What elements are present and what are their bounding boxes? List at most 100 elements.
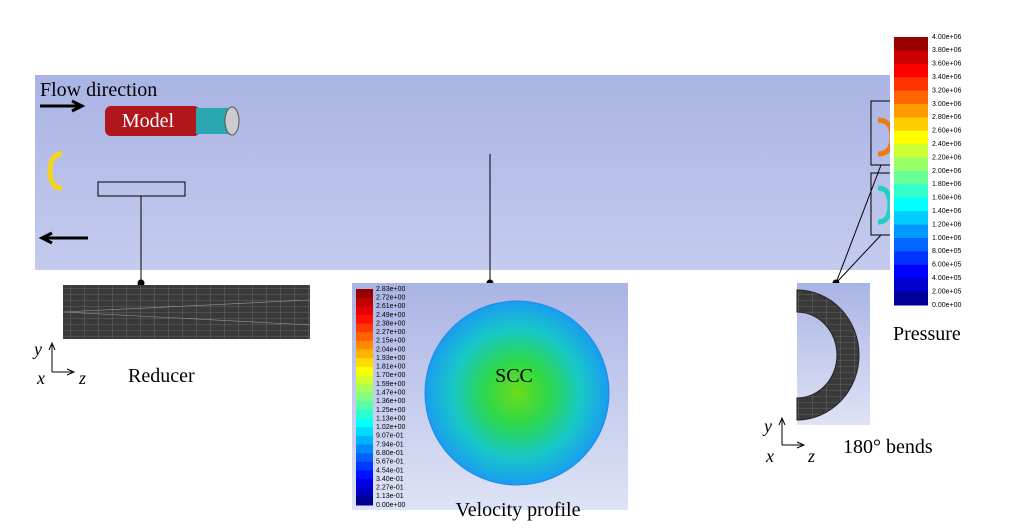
colorbar-label: 3.60e+06: [932, 61, 961, 68]
colorbar-segment: [356, 384, 373, 394]
colorbar-label: 1.20e+06: [932, 221, 961, 228]
colorbar-label: 4.54e-01: [376, 467, 404, 474]
flow-arrow: [38, 231, 88, 245]
colorbar-label: 9.07e-01: [376, 433, 404, 440]
colorbar-segment: [356, 401, 373, 411]
colorbar-segment: [894, 171, 928, 185]
colorbar-label: 1.00e+06: [932, 235, 961, 242]
colorbar-segment: [356, 470, 373, 480]
colorbar-segment: [356, 418, 373, 428]
colorbar-segment: [356, 314, 373, 325]
colorbar-label: 3.00e+06: [932, 101, 961, 108]
colorbar-segment: [356, 349, 373, 359]
colorbar-label: 2.83e+00: [376, 286, 405, 293]
colorbar-label: 1.13e+00: [376, 415, 405, 422]
axis-label: x: [36, 368, 45, 388]
colorbar-segment: [894, 278, 928, 293]
colorbar-segment: [894, 117, 928, 132]
colorbar-label: 0.00e+00: [376, 502, 405, 509]
colorbar-segment: [356, 332, 373, 342]
colorbar-label: 2.49e+00: [376, 312, 405, 319]
colorbar-segment: [356, 323, 373, 333]
colorbar-label: 1.59e+00: [376, 381, 405, 388]
scc-label: SCC: [495, 365, 533, 387]
colorbar-segment: [894, 50, 928, 65]
colorbar-label: 8.00e+05: [932, 248, 961, 255]
colorbar-segment: [894, 77, 928, 92]
colorbar-label: 2.00e+05: [932, 288, 961, 295]
colorbar-label: 1.02e+00: [376, 424, 405, 431]
colorbar-segment: [894, 238, 928, 252]
reducer-mesh: [62, 299, 311, 326]
colorbar-segment: [356, 366, 373, 376]
colorbar-label: 1.40e+06: [932, 208, 961, 215]
reducer-mesh: [63, 285, 310, 339]
colorbar-segment: [356, 306, 373, 316]
flow-arrow: [40, 99, 86, 113]
colorbar-label: 6.80e-01: [376, 450, 404, 457]
colorbar-label: 1.47e+00: [376, 390, 405, 397]
colorbar-label: 3.40e+06: [932, 74, 961, 81]
colorbar-label: 5.67e-01: [376, 459, 404, 466]
colorbar-segment: [894, 37, 928, 51]
colorbar-segment: [894, 104, 928, 118]
colorbar-label: 2.15e+00: [376, 338, 405, 345]
axis-label: x: [765, 446, 774, 466]
colorbar-label: 1.80e+06: [932, 181, 961, 188]
model-label: Model: [122, 110, 175, 132]
pressure-label: Pressure: [893, 323, 961, 345]
colorbar-label: 2.72e+00: [376, 294, 405, 301]
colorbar-label: 2.04e+00: [376, 346, 405, 353]
axis-label: z: [78, 368, 86, 388]
colorbar-segment: [356, 461, 373, 471]
colorbar-label: 1.70e+00: [376, 372, 405, 379]
colorbar-segment: [894, 130, 928, 145]
axis-label: y: [32, 339, 42, 359]
colorbar-segment: [894, 184, 928, 199]
colorbar-segment: [356, 427, 373, 437]
model-cylinder: [105, 106, 240, 136]
colorbar-segment: [894, 291, 928, 306]
colorbar-label: 2.27e-01: [376, 485, 404, 492]
colorbar-segment: [894, 63, 928, 78]
reducer-label: Reducer: [128, 365, 195, 387]
colorbar-label: 2.61e+00: [376, 303, 405, 310]
colorbar-label: 1.36e+00: [376, 398, 405, 405]
colorbar-segment: [356, 453, 373, 463]
colorbar-label: 3.20e+06: [932, 87, 961, 94]
colorbar-label: 2.38e+00: [376, 320, 405, 327]
colorbar-label: 2.80e+06: [932, 114, 961, 121]
colorbar-segment: [356, 289, 373, 299]
colorbar-segment: [894, 224, 928, 239]
colorbar-segment: [356, 487, 373, 497]
colorbar-segment: [894, 144, 928, 159]
colorbar-label: 2.40e+06: [932, 141, 961, 148]
pressure-colorbar: 4.00e+06 3.80e+06 3.60e+06 3.40e+06 3.20e+06…: [894, 34, 961, 309]
colorbar-segment: [356, 435, 373, 446]
colorbar-segment: [894, 264, 928, 279]
colorbar-label: 4.00e+05: [932, 275, 961, 282]
pipes: [40, 117, 895, 225]
colorbar-segment: [894, 157, 928, 172]
colorbar-label: 3.80e+06: [932, 47, 961, 54]
axes-icon: [778, 416, 806, 449]
domain-background: [35, 75, 893, 270]
colorbar-label: 7.94e-01: [376, 441, 404, 448]
colorbar-label: 2.27e+00: [376, 329, 405, 336]
colorbar-label: 3.40e-01: [376, 476, 404, 483]
colorbar-segment: [356, 297, 373, 307]
colorbar-label: 1.93e+00: [376, 355, 405, 362]
colorbar-label: 0.00e+00: [932, 302, 961, 309]
colorbar-segment: [356, 444, 373, 454]
colorbar-segment: [356, 375, 373, 385]
colorbar-label: 2.00e+06: [932, 168, 961, 175]
colorbar-label: 4.00e+06: [932, 34, 961, 41]
colorbar-label: 6.00e+05: [932, 262, 961, 269]
bend-mesh: [796, 289, 860, 421]
colorbar-label: 1.81e+00: [376, 364, 405, 371]
velocity-profile: [424, 300, 610, 486]
axes-icon: [48, 341, 76, 376]
colorbar-segment: [894, 211, 928, 226]
bends-label: 180° bends: [843, 436, 933, 458]
colorbar-segment: [356, 409, 373, 420]
